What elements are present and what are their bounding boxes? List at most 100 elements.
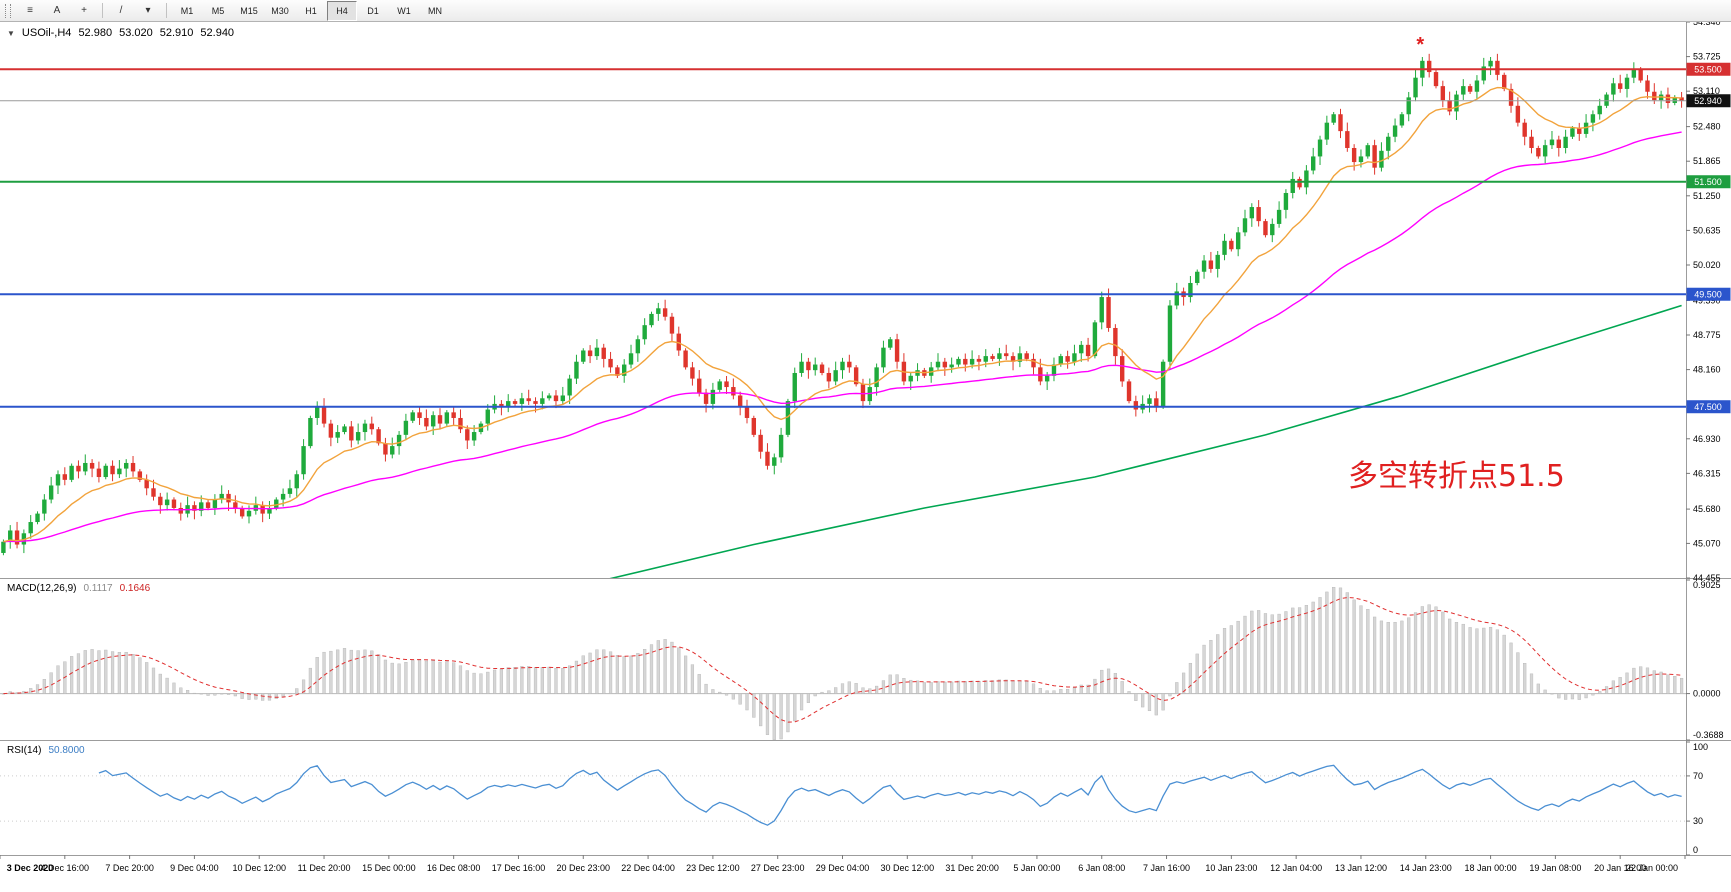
symbol-collapse-icon[interactable]: ▼ (7, 28, 15, 38)
svg-text:14 Jan 23:00: 14 Jan 23:00 (1400, 863, 1452, 873)
draw-tools-dropdown-icon[interactable]: ▾ (145, 5, 151, 16)
svg-text:4 Dec 16:00: 4 Dec 16:00 (41, 863, 90, 873)
text-annotation-tool-icon[interactable]: A (53, 5, 61, 16)
toolbar-separator (166, 3, 167, 18)
svg-text:51.500: 51.500 (1694, 177, 1722, 187)
timeframe-button-h1[interactable]: H1 (305, 5, 317, 16)
rsi-value: 50.8000 (48, 745, 85, 756)
macd-indicator-label: MACD(12,26,9) 0.1117 0.1646 (7, 583, 150, 594)
svg-text:10 Dec 12:00: 10 Dec 12:00 (232, 863, 286, 873)
peak-star-marker: * (1416, 33, 1425, 56)
chart-list-icon[interactable]: ≡ (27, 5, 33, 16)
svg-text:16 Dec 08:00: 16 Dec 08:00 (427, 863, 481, 873)
macd-axis: 0.9025 0.0000 -0.3688 (1686, 579, 1724, 741)
close-value: 52.940 (200, 27, 235, 39)
svg-text:47.500: 47.500 (1694, 402, 1722, 412)
svg-text:48.775: 48.775 (1693, 330, 1721, 340)
ma-mid-line (3, 131, 1682, 543)
svg-text:50.020: 50.020 (1693, 260, 1721, 270)
timeframe-button-m30[interactable]: M30 (271, 5, 289, 16)
candles (1, 53, 1684, 556)
svg-text:46.315: 46.315 (1693, 468, 1721, 478)
rsi-name: RSI(14) (7, 745, 42, 756)
turning-point-annotation: 多空转折点51.5 (1348, 458, 1565, 494)
svg-text:20 Jan 16:00: 20 Jan 16:00 (1594, 863, 1646, 873)
svg-text:52.940: 52.940 (1694, 96, 1722, 106)
macd-histogram (1, 587, 1684, 740)
svg-text:19 Jan 08:00: 19 Jan 08:00 (1529, 863, 1581, 873)
main-pane (0, 53, 1686, 578)
rsi-indicator-label: RSI(14) 50.8000 (7, 745, 85, 756)
svg-text:5 Jan 00:00: 5 Jan 00:00 (1013, 863, 1060, 873)
svg-text:100: 100 (1693, 742, 1708, 752)
rsi-axis: 100 70 30 0 (1686, 741, 1708, 856)
svg-text:51.250: 51.250 (1693, 191, 1721, 201)
svg-text:0.9025: 0.9025 (1693, 580, 1721, 590)
timeframe-button-h4[interactable]: H4 (327, 0, 357, 21)
svg-text:0.0000: 0.0000 (1693, 689, 1721, 699)
svg-text:15 Dec 00:00: 15 Dec 00:00 (362, 863, 416, 873)
svg-text:11 Dec 20:00: 11 Dec 20:00 (298, 863, 351, 873)
timeframe-button-mn[interactable]: MN (428, 5, 442, 16)
toolbar-grip[interactable] (5, 3, 11, 18)
price-axis[interactable]: 54.340 53.725 53.110 52.480 51.865 51.250 50.6… (1686, 22, 1731, 583)
svg-text:13 Jan 12:00: 13 Jan 12:00 (1335, 863, 1387, 873)
rsi-pane (0, 764, 1686, 826)
chart-area[interactable]: 54.340 53.725 53.110 52.480 51.865 51.250 50.6… (0, 22, 1731, 892)
toolbar-separator (102, 3, 103, 18)
svg-text:53.500: 53.500 (1694, 65, 1722, 75)
svg-text:17 Dec 16:00: 17 Dec 16:00 (492, 863, 546, 873)
svg-text:0: 0 (1693, 845, 1698, 855)
svg-text:10 Jan 23:00: 10 Jan 23:00 (1205, 863, 1257, 873)
trendline-tool-icon[interactable]: / (119, 5, 123, 16)
ma-fast-line (3, 86, 1682, 543)
timeframe-button-m1[interactable]: M1 (180, 5, 194, 16)
low-value: 52.910 (159, 27, 194, 39)
open-value: 52.980 (78, 27, 113, 39)
svg-text:45.070: 45.070 (1693, 538, 1721, 548)
symbol-period-label: USOil-,H4 (21, 27, 72, 39)
svg-text:20 Dec 23:00: 20 Dec 23:00 (556, 863, 610, 873)
svg-text:7 Dec 20:00: 7 Dec 20:00 (105, 863, 154, 873)
timeframe-button-w1[interactable]: W1 (397, 5, 411, 16)
svg-text:45.680: 45.680 (1693, 504, 1721, 514)
crosshair-tool-icon[interactable]: + (81, 5, 87, 16)
svg-text:22 Dec 04:00: 22 Dec 04:00 (621, 863, 675, 873)
svg-text:52.480: 52.480 (1693, 122, 1721, 132)
svg-text:48.160: 48.160 (1693, 365, 1721, 375)
svg-text:7 Jan 16:00: 7 Jan 16:00 (1143, 863, 1190, 873)
svg-text:22 Jan 00:00: 22 Jan 00:00 (1626, 863, 1678, 873)
svg-text:23 Dec 12:00: 23 Dec 12:00 (686, 863, 740, 873)
svg-text:70: 70 (1693, 771, 1703, 781)
rsi-line (98, 764, 1682, 826)
macd-signal-line (3, 596, 1682, 723)
svg-text:3 Dec 2020: 3 Dec 2020 (7, 863, 54, 873)
svg-text:29 Dec 04:00: 29 Dec 04:00 (816, 863, 870, 873)
timeframe-button-m15[interactable]: M15 (240, 5, 258, 16)
chart-ohlc-header: ▼ USOil-,H4 52.980 53.020 52.910 52.940 (7, 27, 234, 39)
svg-text:53.110: 53.110 (1693, 86, 1720, 96)
svg-text:18 Jan 00:00: 18 Jan 00:00 (1465, 863, 1517, 873)
toolbar: ≡ A + / ▾ M1 M5 M15 M30 H1 H4 D1 W1 MN (0, 0, 1731, 22)
svg-text:31 Dec 20:00: 31 Dec 20:00 (945, 863, 999, 873)
svg-text:30: 30 (1693, 816, 1703, 826)
timeframe-button-m5[interactable]: M5 (211, 5, 225, 16)
svg-text:49.500: 49.500 (1694, 290, 1722, 300)
svg-text:6 Jan 08:00: 6 Jan 08:00 (1078, 863, 1125, 873)
svg-text:46.930: 46.930 (1693, 434, 1721, 444)
level-lines[interactable] (0, 68, 1686, 408)
svg-text:-0.3688: -0.3688 (1693, 730, 1724, 740)
timeframe-button-d1[interactable]: D1 (367, 5, 379, 16)
macd-name: MACD(12,26,9) (7, 583, 77, 594)
svg-text:44.455: 44.455 (1693, 573, 1721, 583)
price-chart-canvas[interactable]: 54.340 53.725 53.110 52.480 51.865 51.250 50.6… (0, 22, 1731, 892)
svg-text:51.865: 51.865 (1693, 156, 1721, 166)
svg-text:9 Dec 04:00: 9 Dec 04:00 (170, 863, 219, 873)
macd-main-value: 0.1117 (83, 583, 113, 594)
ma-slow-line (609, 304, 1682, 578)
svg-text:53.725: 53.725 (1693, 52, 1721, 62)
svg-text:12 Jan 04:00: 12 Jan 04:00 (1270, 863, 1322, 873)
high-value: 53.020 (119, 27, 153, 39)
